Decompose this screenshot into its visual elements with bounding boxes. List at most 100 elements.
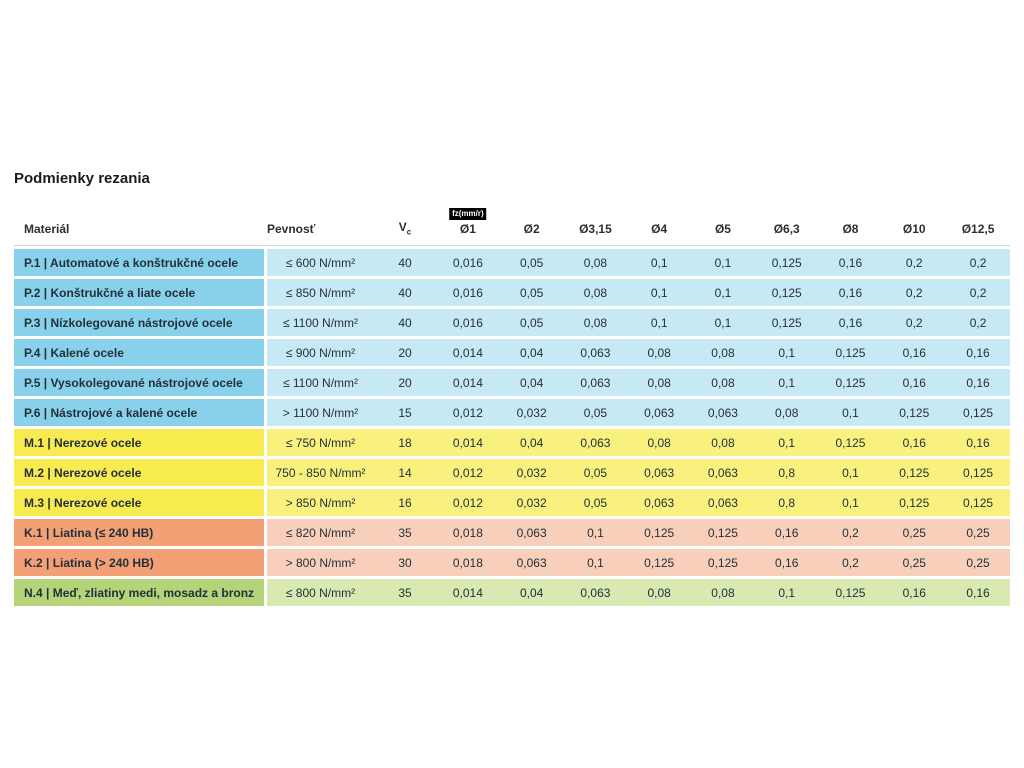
fz-value-cell: 0,08 (627, 579, 692, 606)
diameter-label: Ø2 (523, 222, 540, 236)
fz-value-cell: 0,016 (436, 249, 500, 276)
vc-cell: 15 (374, 399, 436, 426)
fz-value-cell: 0,25 (946, 519, 1010, 546)
material-cell: P.5 | Vysokolegované nástrojové ocele (14, 369, 267, 396)
vc-subscript: c (406, 227, 412, 236)
fz-value-cell: 0,16 (946, 429, 1010, 456)
fz-value-cell: 0,2 (882, 309, 947, 336)
fz-value-cell: 0,012 (436, 459, 500, 486)
fz-value-cell: 0,1 (754, 429, 819, 456)
fz-value-cell: 0,063 (499, 519, 564, 546)
fz-value-cell: 0,25 (882, 549, 947, 576)
fz-value-cell: 0,016 (436, 309, 500, 336)
fz-unit-badge: fz(mm/r) (449, 208, 487, 220)
table-row: P.2 | Konštrukčné a liate ocele ≤ 850 N/m… (14, 279, 1010, 306)
vc-cell: 40 (374, 249, 436, 276)
fz-value-cell: 0,125 (882, 489, 947, 516)
material-cell: P.6 | Nástrojové a kalené ocele (14, 399, 267, 426)
table-row: M.3 | Nerezové ocele > 850 N/mm² 16 0,012 0,… (14, 489, 1010, 516)
fz-value-cell: 0,05 (499, 309, 564, 336)
fz-value-cell: 0,16 (882, 339, 947, 366)
table-row: P.1 | Automatové a konštrukčné ocele ≤ 60… (14, 249, 1010, 276)
column-header-diameter-5: Ø5 (691, 206, 755, 246)
fz-value-cell: 0,08 (563, 249, 628, 276)
fz-value-cell: 0,2 (946, 309, 1010, 336)
material-cell: M.1 | Nerezové ocele (14, 429, 267, 456)
fz-value-cell: 0,08 (691, 369, 755, 396)
fz-value-cell: 0,08 (563, 309, 628, 336)
vc-cell: 16 (374, 489, 436, 516)
cutting-conditions-table: Materiál Pevnosť Vc fz(mm/r) Ø1 Ø2 Ø3,15 Ø4 Ø… (14, 203, 1010, 609)
material-cell: K.2 | Liatina (> 240 HB) (14, 549, 267, 576)
fz-value-cell: 0,125 (818, 339, 883, 366)
diameter-label: Ø5 (714, 222, 731, 236)
material-cell: N.4 | Meď, zliatiny medi, mosadz a bronz (14, 579, 267, 606)
column-header-diameter-9: Ø12,5 (946, 206, 1010, 246)
table-row: P.5 | Vysokolegované nástrojové ocele ≤ 1… (14, 369, 1010, 396)
diameter-label: Ø3,15 (579, 222, 612, 236)
fz-value-cell: 0,2 (882, 249, 947, 276)
fz-value-cell: 0,08 (563, 279, 628, 306)
fz-value-cell: 0,063 (563, 429, 628, 456)
fz-value-cell: 0,2 (818, 519, 883, 546)
table-row: M.2 | Nerezové ocele 750 - 850 N/mm² 14 0,0… (14, 459, 1010, 486)
pevnost-cell: > 1100 N/mm² (267, 399, 374, 426)
fz-value-cell: 0,08 (627, 369, 692, 396)
pevnost-cell: > 800 N/mm² (267, 549, 374, 576)
pevnost-cell: ≤ 600 N/mm² (267, 249, 374, 276)
table-row: P.3 | Nízkolegované nástrojové ocele ≤ 11… (14, 309, 1010, 336)
fz-value-cell: 0,16 (754, 519, 819, 546)
fz-value-cell: 0,063 (627, 489, 692, 516)
fz-value-cell: 0,125 (946, 459, 1010, 486)
fz-value-cell: 0,1 (691, 309, 755, 336)
fz-value-cell: 0,25 (882, 519, 947, 546)
vc-cell: 20 (374, 339, 436, 366)
fz-value-cell: 0,032 (499, 459, 564, 486)
fz-value-cell: 0,08 (627, 339, 692, 366)
diameter-label: Ø12,5 (961, 222, 995, 236)
diameter-label: Ø10 (902, 222, 926, 236)
material-cell: P.2 | Konštrukčné a liate ocele (14, 279, 267, 306)
pevnost-cell: ≤ 820 N/mm² (267, 519, 374, 546)
column-header-vc: Vc (374, 206, 436, 246)
fz-value-cell: 0,125 (946, 489, 1010, 516)
fz-value-cell: 0,1 (754, 369, 819, 396)
vc-cell: 20 (374, 369, 436, 396)
fz-value-cell: 0,125 (754, 249, 819, 276)
fz-value-cell: 0,1 (818, 489, 883, 516)
fz-value-cell: 0,063 (563, 369, 628, 396)
fz-value-cell: 0,16 (946, 369, 1010, 396)
column-header-diameter-4: Ø4 (627, 206, 692, 246)
fz-value-cell: 0,16 (754, 549, 819, 576)
fz-value-cell: 0,16 (818, 309, 883, 336)
fz-value-cell: 0,063 (627, 399, 692, 426)
fz-value-cell: 0,1 (754, 339, 819, 366)
fz-value-cell: 0,25 (946, 549, 1010, 576)
table-row: P.6 | Nástrojové a kalené ocele > 1100 N/… (14, 399, 1010, 426)
pevnost-cell: > 850 N/mm² (267, 489, 374, 516)
fz-value-cell: 0,012 (436, 489, 500, 516)
column-header-material: Materiál (14, 206, 267, 246)
fz-value-cell: 0,05 (563, 399, 628, 426)
fz-value-cell: 0,05 (499, 249, 564, 276)
column-header-diameter-8: Ø10 (882, 206, 947, 246)
vc-cell: 30 (374, 549, 436, 576)
material-cell: M.3 | Nerezové ocele (14, 489, 267, 516)
fz-value-cell: 0,16 (882, 369, 947, 396)
fz-value-cell: 0,125 (818, 369, 883, 396)
table-row: K.1 | Liatina (≤ 240 HB) ≤ 820 N/mm² 35 0,0… (14, 519, 1010, 546)
fz-value-cell: 0,016 (436, 279, 500, 306)
fz-value-cell: 0,125 (627, 519, 692, 546)
fz-value-cell: 0,1 (627, 309, 692, 336)
diameter-label: Ø6,3 (773, 222, 800, 236)
fz-value-cell: 0,125 (627, 549, 692, 576)
page-title: Podmienky rezania (14, 170, 150, 187)
fz-value-cell: 0,063 (627, 459, 692, 486)
fz-value-cell: 0,125 (882, 399, 947, 426)
fz-value-cell: 0,04 (499, 339, 564, 366)
fz-value-cell: 0,05 (499, 279, 564, 306)
fz-value-cell: 0,2 (946, 279, 1010, 306)
fz-value-cell: 0,1 (627, 249, 692, 276)
fz-value-cell: 0,16 (818, 249, 883, 276)
